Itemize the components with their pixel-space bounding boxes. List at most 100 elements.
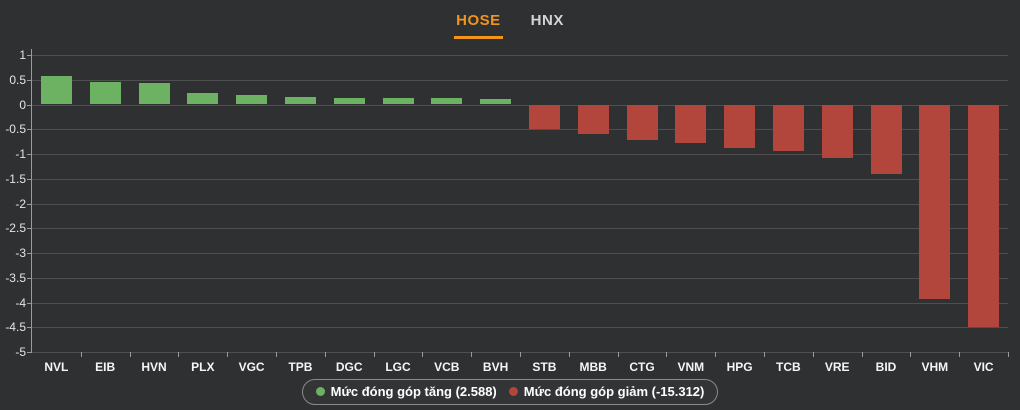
gridline bbox=[32, 154, 1008, 155]
bar-plx[interactable] bbox=[187, 93, 219, 105]
bar-vcb[interactable] bbox=[431, 98, 463, 105]
bar-vic[interactable] bbox=[968, 104, 1000, 328]
y-axis-tick bbox=[27, 104, 32, 106]
y-axis-tick-label: -1.5 bbox=[5, 171, 26, 186]
x-axis-label-vnm: VNM bbox=[677, 360, 705, 374]
bar-lgc[interactable] bbox=[382, 97, 414, 105]
legend-box: Mức đóng góp tăng (2.588) Mức đóng góp g… bbox=[301, 379, 719, 405]
x-axis-tick bbox=[568, 352, 570, 357]
y-axis-tick-label: -2.5 bbox=[5, 221, 26, 236]
x-axis-tick bbox=[178, 352, 180, 357]
x-axis-tick bbox=[520, 352, 521, 357]
x-axis-label-vic: VIC bbox=[973, 360, 994, 374]
x-axis-label-nvl: NVL bbox=[44, 360, 69, 374]
y-axis-tick bbox=[27, 154, 32, 155]
up-dot-icon bbox=[315, 387, 325, 396]
y-axis-tick-label: -3 bbox=[15, 246, 26, 260]
bar-tcb[interactable] bbox=[772, 104, 804, 152]
x-axis-label-tpb: TPB bbox=[288, 360, 313, 374]
bar-bid[interactable] bbox=[870, 104, 902, 174]
bar-nvl[interactable] bbox=[40, 75, 72, 105]
y-axis-tick-label: -3.5 bbox=[5, 270, 26, 285]
y-axis-tick bbox=[27, 79, 32, 81]
x-axis-label-eib: EIB bbox=[95, 360, 116, 374]
y-axis-tick-label: 0 bbox=[19, 97, 26, 112]
x-axis-tick bbox=[129, 352, 131, 357]
bar-eib[interactable] bbox=[89, 81, 121, 105]
x-axis-label-vgc: VGC bbox=[238, 360, 265, 374]
x-axis-tick bbox=[910, 352, 912, 357]
x-axis-tick bbox=[617, 352, 619, 357]
y-axis-tick bbox=[27, 352, 32, 353]
y-axis-tick-label: -4.5 bbox=[5, 320, 26, 335]
x-axis-tick bbox=[666, 352, 668, 357]
x-axis-label-tcb: TCB bbox=[776, 360, 801, 374]
y-axis-tick-label: 0.5 bbox=[9, 72, 26, 87]
tab-hnx[interactable]: HNX bbox=[529, 6, 566, 39]
bar-ctg[interactable] bbox=[626, 104, 658, 141]
gridline bbox=[32, 178, 1008, 180]
x-axis-label-hvn: HVN bbox=[141, 360, 167, 374]
y-axis-tick bbox=[27, 129, 32, 131]
gridline bbox=[32, 228, 1008, 230]
y-axis-tick bbox=[27, 203, 32, 205]
bar-hvn[interactable] bbox=[138, 83, 170, 105]
gridline bbox=[32, 253, 1008, 254]
legend-up-label: Mức đóng góp tăng (2.588) bbox=[330, 384, 497, 399]
legend-item-down[interactable]: Mức đóng góp giảm (-15.312) bbox=[508, 384, 705, 399]
gridline bbox=[32, 277, 1008, 279]
y-axis-tick-label: -1 bbox=[15, 147, 26, 161]
bar-vre[interactable] bbox=[821, 104, 853, 158]
y-axis-tick-label: -2 bbox=[15, 196, 26, 211]
bar-mbb[interactable] bbox=[577, 104, 609, 134]
y-axis-tick bbox=[27, 302, 32, 304]
x-axis-label-lgc: LGC bbox=[385, 360, 411, 374]
y-axis-tick bbox=[27, 178, 32, 180]
legend-item-up[interactable]: Mức đóng góp tăng (2.588) bbox=[315, 384, 497, 399]
gridline bbox=[32, 203, 1008, 205]
gridline bbox=[32, 55, 1008, 56]
x-axis-label-plx: PLX bbox=[191, 360, 215, 374]
bar-hpg[interactable] bbox=[724, 104, 756, 149]
x-axis-tick bbox=[80, 352, 82, 357]
x-axis-tick bbox=[764, 352, 765, 357]
x-axis-tick bbox=[324, 352, 326, 357]
x-axis-label-bid: BID bbox=[875, 360, 897, 374]
x-axis-tick bbox=[1008, 352, 1009, 357]
y-axis-tick bbox=[27, 228, 32, 230]
down-dot-icon bbox=[508, 387, 518, 396]
y-axis-tick-label: -4 bbox=[15, 295, 26, 310]
x-axis-label-bvh: BVH bbox=[482, 360, 509, 374]
tab-hose[interactable]: HOSE bbox=[454, 6, 503, 39]
y-axis-tick bbox=[27, 327, 32, 329]
x-axis-tick bbox=[276, 352, 277, 357]
x-axis-label-vhm: VHM bbox=[921, 360, 949, 374]
bar-vnm[interactable] bbox=[675, 104, 707, 144]
x-axis-tick bbox=[422, 352, 424, 357]
bar-vgc[interactable] bbox=[236, 95, 268, 105]
x-axis-tick bbox=[715, 352, 717, 357]
y-axis-line bbox=[31, 49, 32, 352]
gridline bbox=[32, 302, 1008, 304]
x-axis-tick bbox=[373, 352, 375, 357]
x-axis-label-hpg: HPG bbox=[726, 360, 753, 374]
x-axis-label-vre: VRE bbox=[824, 360, 850, 374]
bar-vhm[interactable] bbox=[919, 104, 951, 300]
x-axis-tick bbox=[812, 352, 814, 357]
legend-down-label: Mức đóng góp giảm (-15.312) bbox=[523, 384, 705, 399]
bar-tpb[interactable] bbox=[284, 96, 316, 105]
gridline bbox=[32, 129, 1008, 131]
x-axis-label-vcb: VCB bbox=[434, 360, 460, 374]
chart-legend: Mức đóng góp tăng (2.588) Mức đóng góp g… bbox=[0, 379, 1020, 405]
plot-area bbox=[32, 55, 1008, 353]
x-axis-label-stb: STB bbox=[532, 360, 557, 374]
x-axis-label-ctg: CTG bbox=[629, 360, 655, 374]
bar-bvh[interactable] bbox=[480, 99, 512, 105]
x-axis-label-dgc: DGC bbox=[335, 360, 363, 374]
bar-dgc[interactable] bbox=[333, 97, 365, 105]
y-axis-tick bbox=[27, 253, 32, 254]
x-axis-tick bbox=[959, 352, 961, 357]
bar-stb[interactable] bbox=[528, 104, 560, 129]
y-axis-tick bbox=[27, 277, 32, 279]
